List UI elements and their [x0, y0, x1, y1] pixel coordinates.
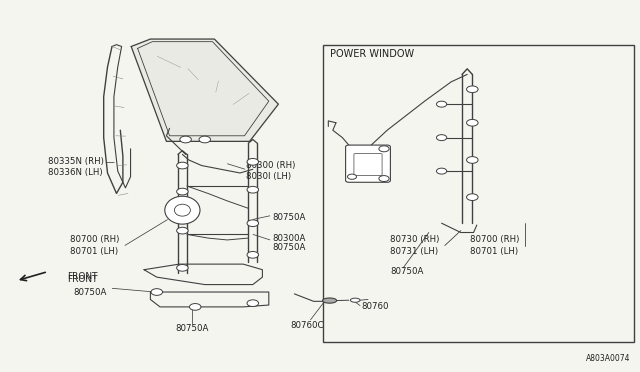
FancyBboxPatch shape	[323, 45, 634, 342]
Text: POWER WINDOW: POWER WINDOW	[330, 49, 413, 59]
Circle shape	[348, 174, 356, 179]
Circle shape	[177, 227, 188, 234]
FancyBboxPatch shape	[346, 145, 390, 182]
Circle shape	[189, 304, 201, 310]
Text: 80731 (LH): 80731 (LH)	[390, 247, 438, 256]
Ellipse shape	[165, 196, 200, 224]
Ellipse shape	[174, 204, 191, 216]
Circle shape	[247, 220, 259, 227]
Circle shape	[436, 135, 447, 141]
Text: 80336N (LH): 80336N (LH)	[48, 169, 102, 177]
Text: 80335N (RH): 80335N (RH)	[48, 157, 104, 166]
Text: 80760C: 80760C	[291, 321, 324, 330]
Text: 80750A: 80750A	[272, 213, 305, 222]
Text: 80700 (RH): 80700 (RH)	[470, 235, 520, 244]
Text: 80760: 80760	[362, 302, 389, 311]
Circle shape	[199, 136, 211, 143]
Circle shape	[247, 300, 259, 307]
FancyBboxPatch shape	[354, 154, 382, 176]
Circle shape	[467, 119, 478, 126]
Circle shape	[379, 176, 389, 182]
Circle shape	[247, 186, 259, 193]
Circle shape	[379, 146, 389, 152]
Circle shape	[151, 289, 163, 295]
Circle shape	[180, 136, 191, 143]
Text: 80300A: 80300A	[272, 234, 305, 243]
Text: 80730 (RH): 80730 (RH)	[390, 235, 440, 244]
Ellipse shape	[323, 298, 337, 303]
Circle shape	[467, 157, 478, 163]
Text: A803A0074: A803A0074	[586, 354, 630, 363]
Circle shape	[436, 168, 447, 174]
Circle shape	[247, 158, 259, 165]
Polygon shape	[131, 39, 278, 141]
Text: 80700 (RH): 80700 (RH)	[70, 235, 120, 244]
Text: 80750A: 80750A	[175, 324, 209, 333]
Circle shape	[247, 251, 259, 258]
Text: 80750A: 80750A	[74, 288, 107, 296]
Text: 80750A: 80750A	[272, 243, 305, 252]
Circle shape	[467, 86, 478, 93]
Text: 80300 (RH): 80300 (RH)	[246, 161, 296, 170]
Circle shape	[177, 162, 188, 169]
Circle shape	[177, 264, 188, 271]
Text: FRONT: FRONT	[67, 275, 98, 284]
Circle shape	[177, 188, 188, 195]
Text: 80701 (LH): 80701 (LH)	[70, 247, 118, 256]
Text: 80750A: 80750A	[390, 267, 424, 276]
Ellipse shape	[351, 298, 360, 302]
Text: 8030I (LH): 8030I (LH)	[246, 172, 292, 181]
Text: FRONT: FRONT	[67, 272, 98, 280]
Circle shape	[436, 101, 447, 107]
Circle shape	[467, 194, 478, 201]
Text: 80701 (LH): 80701 (LH)	[470, 247, 518, 256]
